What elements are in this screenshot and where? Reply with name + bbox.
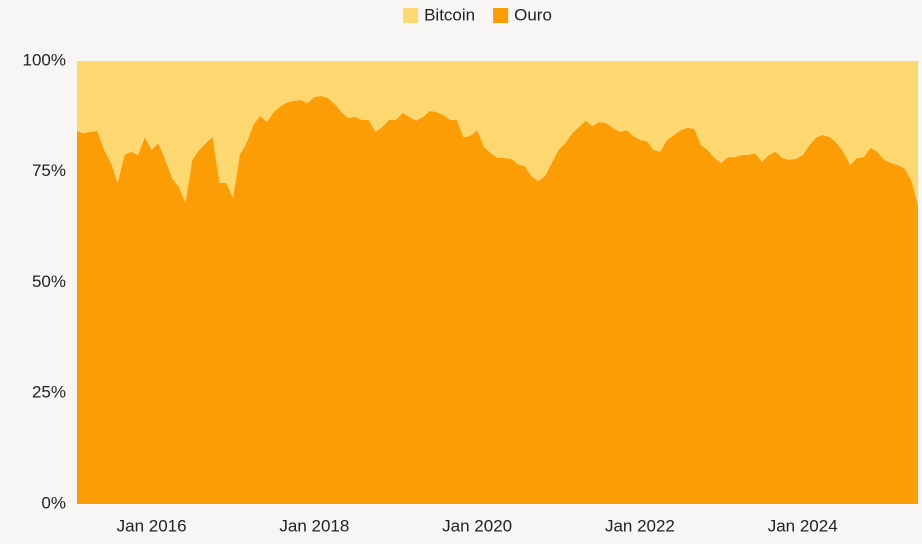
area [77,61,918,205]
area [77,96,918,504]
y-tick-label: 50% [32,272,66,291]
x-tick-label: Jan 2022 [605,516,675,535]
y-tick-label: 75% [32,161,66,180]
x-tick-label: Jan 2024 [768,516,838,535]
x-tick-label: Jan 2020 [442,516,512,535]
legend-label: Ouro [514,5,552,24]
legend-label: Bitcoin [424,5,475,24]
legend-swatch [493,8,509,23]
x-tick-label: Jan 2016 [117,516,187,535]
y-tick-label: 0% [41,493,66,512]
legend-swatch [403,8,419,23]
x-tick-label: Jan 2018 [279,516,349,535]
y-tick-label: 100% [23,50,66,69]
y-tick-label: 25% [32,383,66,402]
